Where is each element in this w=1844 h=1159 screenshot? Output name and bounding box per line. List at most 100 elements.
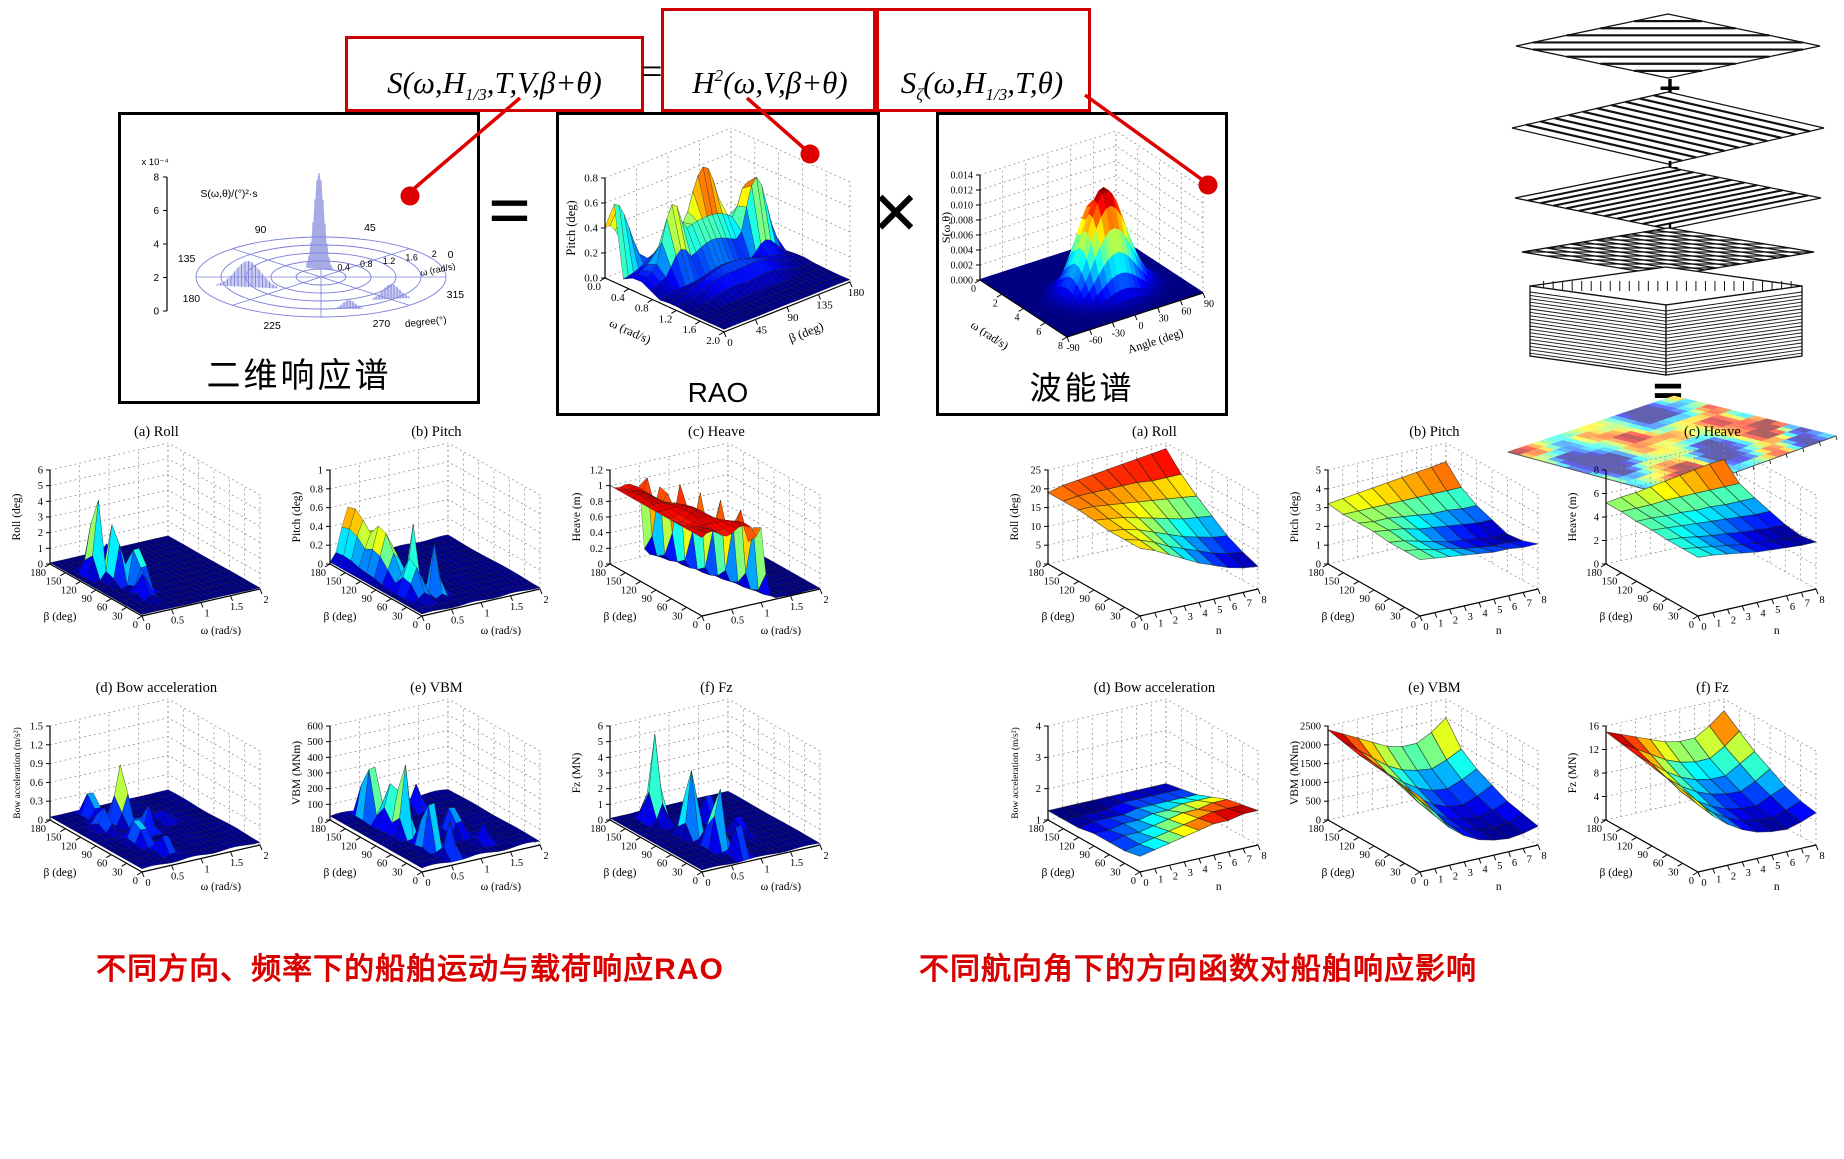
svg-text:0.8: 0.8 [310, 484, 323, 495]
svg-text:30: 30 [1390, 611, 1401, 622]
wave-superposition-illustration: +++= [1506, 13, 1838, 500]
svg-text:1.5: 1.5 [230, 858, 243, 869]
svg-text:180: 180 [310, 568, 326, 579]
svg-text:β (deg): β (deg) [1600, 611, 1633, 623]
svg-text:2: 2 [1173, 871, 1178, 882]
svg-text:60: 60 [377, 859, 388, 870]
svg-text:400: 400 [307, 753, 323, 764]
svg-text:Bow acceleration (m/s²): Bow acceleration (m/s²) [1010, 727, 1021, 818]
svg-text:180: 180 [1308, 824, 1324, 835]
svg-text:0: 0 [1036, 560, 1041, 571]
svg-text:0.5: 0.5 [731, 871, 744, 882]
svg-text:0: 0 [1701, 878, 1706, 889]
svg-text:120: 120 [1059, 585, 1075, 596]
plot-rao-vbm: 0 0.5 1 1.5 2 0 30 60 90 120 150 180 0 100 200 300 400 50… [288, 676, 568, 944]
svg-text:4: 4 [38, 497, 44, 508]
svg-text:30: 30 [112, 611, 123, 622]
svg-text:1.2: 1.2 [383, 256, 396, 266]
panel-rao: 0 45 90 135 180 2.0 1.6 1.2 0.8 0.4 0.0 0.0 0.2 0.4 0.… [556, 112, 880, 416]
svg-text:0.4: 0.4 [337, 263, 350, 273]
svg-text:n: n [1496, 881, 1502, 893]
svg-text:1.5: 1.5 [510, 602, 523, 613]
svg-text:30: 30 [672, 611, 683, 622]
svg-text:0: 0 [1143, 622, 1148, 633]
svg-text:180: 180 [1028, 824, 1044, 835]
plot-rao-roll: 0 0.5 1 1.5 2 0 30 60 90 120 150 180 0 1 2 3 4 5 6 ω (rad/s… [8, 420, 288, 688]
svg-text:0: 0 [1316, 560, 1321, 571]
svg-text:(a) Roll: (a) Roll [134, 424, 179, 440]
svg-text:0.9: 0.9 [30, 759, 43, 770]
svg-text:180: 180 [1308, 568, 1324, 579]
svg-text:30: 30 [1159, 314, 1169, 325]
svg-text:(b) Pitch: (b) Pitch [411, 424, 462, 440]
svg-text:0: 0 [971, 284, 976, 295]
svg-text:(e) VBM: (e) VBM [1408, 680, 1461, 696]
svg-text:45: 45 [364, 222, 376, 234]
svg-text:2: 2 [153, 273, 159, 284]
svg-text:4: 4 [598, 753, 604, 764]
svg-text:Fz (MN): Fz (MN) [571, 753, 583, 794]
svg-text:3: 3 [1316, 503, 1321, 514]
svg-text:1.5: 1.5 [230, 602, 243, 613]
svg-text:1.2: 1.2 [590, 466, 603, 477]
svg-text:120: 120 [1339, 585, 1355, 596]
svg-text:180: 180 [183, 293, 201, 305]
svg-text:90: 90 [1080, 594, 1091, 605]
svg-text:90: 90 [1360, 594, 1371, 605]
svg-text:16: 16 [1589, 722, 1600, 733]
svg-text:Heave (m): Heave (m) [571, 492, 583, 541]
panel-label-2d-spectrum: 二维响应谱 [206, 358, 392, 395]
svg-text:1.6: 1.6 [682, 324, 696, 336]
svg-text:6: 6 [1790, 602, 1795, 613]
svg-text:0.3: 0.3 [30, 797, 43, 808]
svg-text:20: 20 [1031, 484, 1042, 495]
svg-text:8: 8 [1819, 851, 1824, 862]
svg-text:90: 90 [642, 850, 653, 861]
plot-wave-energy-spectrum: -90 -60 -30 0 30 60 90 8 6 4 2 0 0.000 0.002 0.004 0.00… [939, 115, 1225, 367]
svg-text:x 10⁻⁴: x 10⁻⁴ [141, 157, 168, 168]
svg-text:30: 30 [1390, 867, 1401, 878]
svg-text:0.5: 0.5 [171, 615, 184, 626]
svg-text:n: n [1216, 625, 1222, 637]
svg-text:30: 30 [1668, 867, 1679, 878]
svg-text:β (deg): β (deg) [604, 867, 637, 879]
svg-text:5: 5 [38, 481, 43, 492]
svg-text:0: 0 [598, 816, 603, 827]
svg-text:8: 8 [1819, 595, 1824, 606]
svg-text:Pitch (deg): Pitch (deg) [564, 200, 578, 255]
plot-dir-heave: 0 1 2 3 4 5 6 7 8 0 30 60 90 120 150 180 0 2 4 6 8 n β (deg) He… [1564, 420, 1844, 688]
svg-text:0: 0 [133, 876, 138, 887]
svg-text:8: 8 [1261, 595, 1266, 606]
svg-text:6: 6 [1594, 489, 1599, 500]
svg-text:Fz (MN): Fz (MN) [1567, 753, 1579, 794]
svg-text:150: 150 [326, 577, 342, 588]
svg-text:0: 0 [413, 876, 418, 887]
svg-text:-90: -90 [1066, 343, 1079, 354]
svg-text:150: 150 [46, 577, 62, 588]
svg-text:180: 180 [1586, 824, 1602, 835]
svg-text:ω (rad/s): ω (rad/s) [481, 881, 522, 893]
svg-text:8: 8 [153, 173, 159, 184]
svg-text:4: 4 [1760, 609, 1766, 620]
svg-text:β (deg): β (deg) [1042, 611, 1075, 623]
svg-text:150: 150 [1602, 833, 1618, 844]
svg-text:0: 0 [425, 878, 430, 889]
plot-dir-roll: 0 1 2 3 4 5 6 7 8 0 30 60 90 120 150 180 0 5 10 15 20 25 n β (d… [1006, 420, 1286, 688]
svg-text:120: 120 [1339, 841, 1355, 852]
plot-2d-response-spectrum: 0 45 90 135 180 225 270 315 0.4 0.8 1.2 1.6 2 ω (rad/… [121, 119, 477, 343]
svg-text:0: 0 [448, 249, 454, 261]
svg-text:4: 4 [1594, 792, 1600, 803]
svg-text:270: 270 [373, 318, 391, 330]
svg-text:4: 4 [153, 240, 159, 251]
svg-text:n: n [1216, 881, 1222, 893]
formula-box-wave-spectrum-term: Sζ(ω,H1/3,T,θ) [873, 8, 1091, 112]
plot-rao-bow-acceleration: 0 0.5 1 1.5 2 0 30 60 90 120 150 180 0 0.3 0.6 0.9 1.2 1.… [8, 676, 288, 944]
svg-text:120: 120 [621, 585, 637, 596]
formula-lhs: S(ω,H1/3,T,V,β+θ) [387, 65, 602, 104]
svg-text:8: 8 [1541, 851, 1546, 862]
svg-text:6: 6 [1036, 327, 1041, 338]
svg-text:0: 0 [38, 816, 43, 827]
svg-text:0: 0 [145, 878, 150, 889]
svg-text:1.2: 1.2 [659, 313, 673, 325]
